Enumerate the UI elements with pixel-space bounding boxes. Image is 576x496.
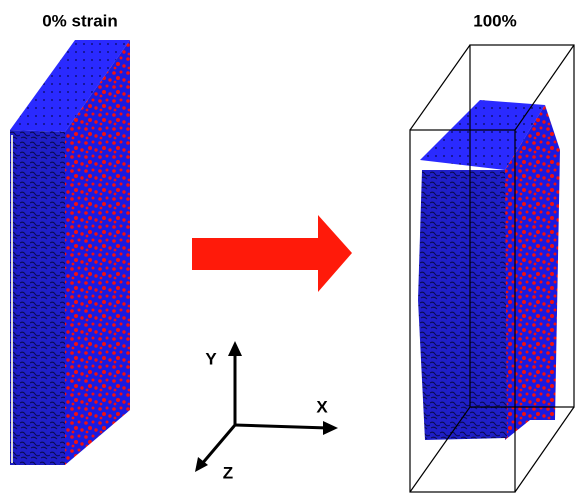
y-label: Y bbox=[205, 349, 217, 368]
unstrained-slab bbox=[10, 40, 130, 465]
x-arrowhead bbox=[323, 421, 338, 435]
z-axis bbox=[201, 425, 235, 465]
strained-front bbox=[418, 170, 507, 440]
box-edge bbox=[410, 45, 470, 130]
page: 0% strain 100% Y X Z (() => { const data… bbox=[0, 0, 576, 496]
z-label: Z bbox=[223, 463, 233, 482]
left-title: 0% strain bbox=[42, 11, 118, 30]
x-axis bbox=[235, 425, 328, 428]
strain-arrow bbox=[192, 215, 352, 292]
axis-triad bbox=[201, 350, 328, 465]
figure: 0% strain 100% Y X Z bbox=[0, 0, 576, 496]
y-arrowhead bbox=[228, 341, 242, 356]
strained-slab bbox=[418, 100, 560, 440]
right-title: 100% bbox=[473, 11, 516, 30]
x-label: X bbox=[316, 397, 328, 416]
slab-front bbox=[10, 130, 65, 465]
